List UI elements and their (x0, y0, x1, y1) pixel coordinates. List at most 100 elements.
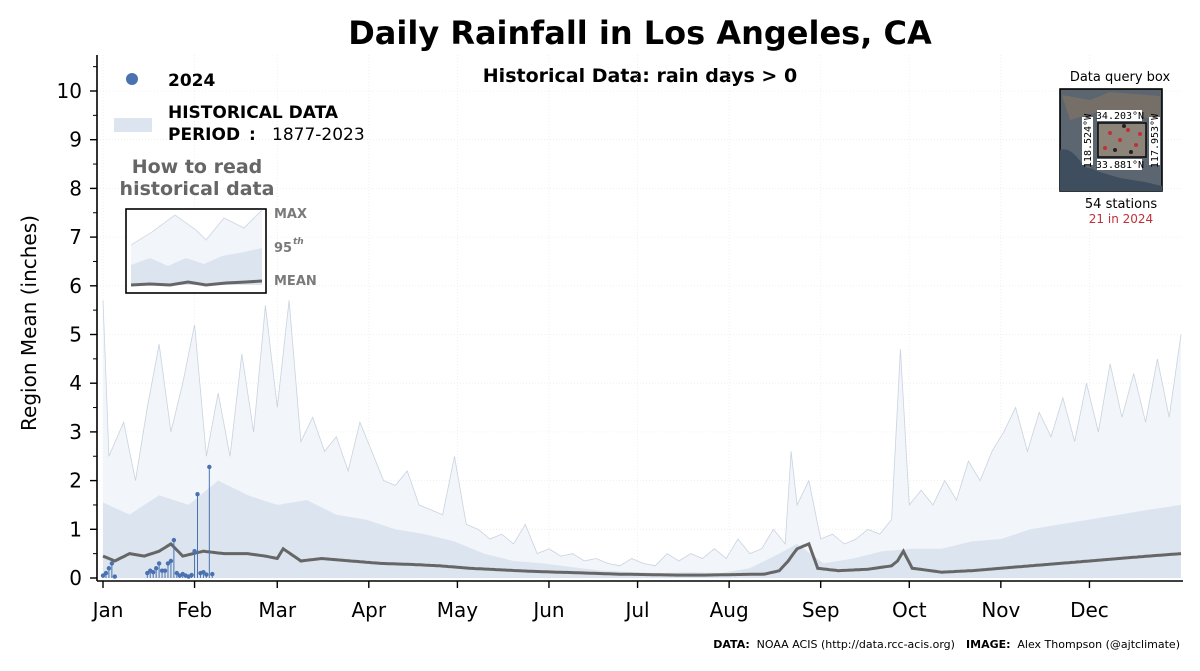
x-tick-label: Apr (352, 598, 387, 622)
south-coord-bg (1097, 159, 1142, 170)
historical-max-area (103, 300, 1181, 578)
series-2024-point (151, 569, 156, 575)
howto-title-line1: How to read (132, 156, 263, 178)
query-box-title: Data query box (1070, 70, 1171, 85)
y-tick-label: 8 (69, 176, 82, 200)
credits: DATA: NOAA ACIS (http://data.rcc-acis.or… (713, 633, 1180, 652)
y-axis-label: Region Mean (inches) (17, 215, 41, 431)
historical-95th-area (103, 480, 1181, 578)
station-marker (1138, 132, 1142, 136)
series-2024-point (156, 561, 162, 566)
station-marker (1134, 143, 1138, 147)
series-2024-point (106, 566, 112, 571)
station-marker (1126, 128, 1130, 132)
north-coord: 34.203°N (1096, 111, 1144, 122)
credits-line: DATA: NOAA ACIS (http://data.rcc-acis.or… (713, 633, 1180, 652)
howto-label-mean: MEAN (274, 274, 317, 289)
station-marker (1129, 150, 1133, 154)
legend-historical-line1: HISTORICAL DATA (168, 103, 339, 123)
howto-title-line2: historical data (120, 178, 275, 200)
historical-max-line (102, 300, 1182, 567)
series-2024-point (210, 571, 215, 577)
series-2024-point (171, 537, 177, 543)
series-2024-point (109, 561, 115, 566)
y-tick-label: 10 (57, 79, 82, 103)
y-tick-label: 9 (69, 128, 82, 152)
howto-max-line (130, 209, 263, 246)
y-tick-label: 2 (69, 469, 82, 493)
credit-image-text: Alex Thompson (@ajtclimate) (1017, 638, 1180, 651)
howto-label-95: 95 (274, 241, 292, 256)
west-coord-bg (1082, 117, 1093, 165)
y-tick-label: 0 (69, 566, 82, 590)
series-2024-point (201, 569, 206, 575)
station-marker (1113, 148, 1117, 152)
station-marker (1103, 146, 1107, 150)
legend-colon: : (249, 125, 256, 145)
chart-subtitle: Historical Data: rain days > 0 (483, 65, 797, 87)
credit-image-label: IMAGE (966, 638, 1006, 651)
howto-mean-line (130, 279, 263, 287)
y-tick-label: 4 (69, 371, 82, 395)
stations-2024-count: 21 in 2024 (1089, 212, 1153, 226)
south-coord: 33.881°N (1096, 160, 1144, 171)
x-tick-label: Sep (802, 598, 840, 622)
east-coord: 117.953°W (1150, 113, 1161, 168)
x-tick-label: Dec (1070, 598, 1109, 622)
credit-data-text: NOAA ACIS (http://data.rcc-acis.org) (757, 638, 955, 651)
x-tick-label: May (437, 598, 479, 622)
howto-label-95-sup: th (293, 237, 304, 247)
series-2024-point (100, 573, 106, 578)
x-tick-label: Jan (91, 598, 124, 622)
x-tick-label: Jul (623, 598, 649, 622)
howto-95-area (131, 248, 262, 285)
series-2024-point (162, 568, 168, 573)
legend-2024-marker (126, 73, 138, 85)
historical-mean-line (102, 541, 1182, 577)
series-2024-point (189, 572, 194, 578)
legend: 2024 HISTORICAL DATA PERIOD : 1877-2023 (114, 71, 365, 145)
credit-data-label: DATA (713, 638, 745, 651)
stations-count: 54 stations (1085, 197, 1157, 212)
series-2024-point (103, 570, 109, 576)
y-tick-label: 7 (69, 225, 82, 249)
station-marker (1118, 138, 1122, 142)
howto-label-max: MAX (274, 207, 307, 222)
station-marker (1122, 124, 1126, 128)
x-tick-label: Jun (531, 598, 564, 622)
x-tick-label: Nov (981, 598, 1020, 622)
y-tick-label: 6 (69, 274, 82, 298)
x-tick-label: Oct (892, 598, 927, 622)
chart-title: Daily Rainfall in Los Angeles, CA (348, 14, 932, 52)
series-2024-point (192, 549, 197, 554)
series-2024-layer (100, 464, 215, 579)
y-tick-label: 3 (69, 420, 82, 444)
series-2024-point (195, 492, 200, 497)
x-tick-label: Mar (258, 598, 297, 622)
x-tick-label: Aug (710, 598, 749, 622)
how-to-read-inset: How to read historical data MAX 95 th ME… (120, 156, 317, 294)
y-tick-label: 1 (69, 517, 82, 541)
series-2024-point (174, 570, 180, 576)
x-tick-label: Feb (177, 598, 212, 622)
legend-historical-period: 1877-2023 (272, 125, 365, 145)
y-tick-label: 5 (69, 323, 82, 347)
x-ticks: Jan Feb Mar Apr May Jun Jul Aug Sep Oct Nov Dec (91, 581, 1109, 622)
legend-2024-label: 2024 (168, 71, 215, 91)
series-2024-point (207, 464, 212, 470)
station-marker (1108, 131, 1112, 135)
data-query-box: Data query box 34.203°N 33.881°N 118.524… (1059, 70, 1171, 226)
series-2024-point (145, 570, 150, 576)
series-2024-point (168, 558, 174, 564)
series-2024-point (153, 566, 159, 571)
series-2024-point (204, 572, 209, 577)
historical-series-layer (102, 300, 1182, 578)
y-ticks: 0 1 2 3 4 5 6 7 8 9 10 (57, 66, 97, 590)
legend-historical-swatch (114, 118, 152, 132)
east-coord-bg (1149, 117, 1160, 165)
axes (96, 55, 1183, 582)
north-coord-bg (1097, 110, 1142, 121)
west-coord: 118.524°W (1083, 113, 1094, 168)
series-2024-point (112, 574, 118, 579)
